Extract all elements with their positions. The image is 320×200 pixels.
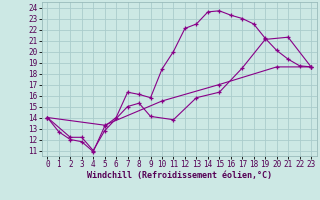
- X-axis label: Windchill (Refroidissement éolien,°C): Windchill (Refroidissement éolien,°C): [87, 171, 272, 180]
